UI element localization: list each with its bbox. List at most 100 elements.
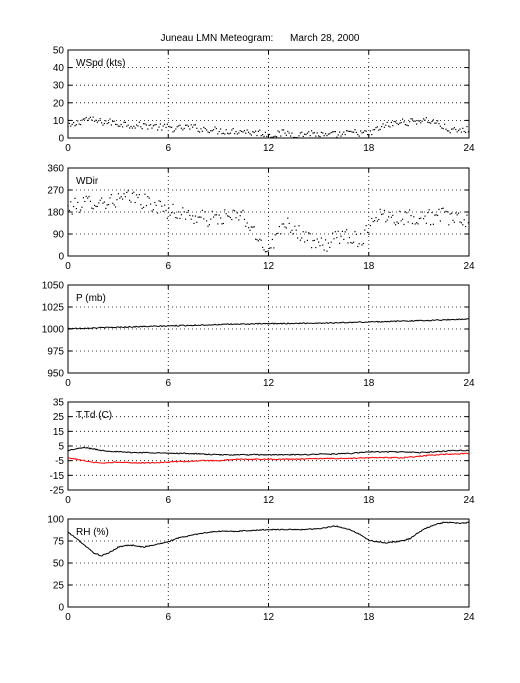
panel-1: 0 6 12 18 24 0 90 180 270 360 WDir (47, 164, 475, 273)
data-point (217, 133, 219, 135)
data-point (204, 211, 206, 213)
data-point (402, 118, 404, 120)
series-line (67, 446, 470, 456)
data-point (407, 124, 409, 127)
data-point (155, 123, 157, 126)
x-tick-label: 18 (363, 261, 375, 272)
data-point (183, 127, 185, 130)
data-point (445, 128, 447, 130)
data-point (316, 238, 318, 240)
data-point (297, 237, 299, 239)
data-point (284, 132, 286, 134)
data-point (358, 135, 360, 137)
data-point (173, 212, 175, 214)
x-tick-label: 24 (463, 612, 475, 623)
data-point (361, 244, 363, 246)
data-point (327, 133, 329, 135)
data-point (98, 202, 100, 204)
data-point (263, 135, 265, 137)
data-point (73, 122, 75, 124)
data-point (178, 125, 180, 127)
x-tick-label: 0 (65, 612, 71, 623)
data-point (445, 210, 447, 212)
data-point (337, 134, 339, 136)
data-point (134, 127, 136, 129)
data-point (108, 203, 110, 206)
data-point (406, 212, 408, 214)
data-point (435, 214, 437, 216)
data-point (346, 229, 348, 231)
data-point (423, 118, 425, 120)
data-point (330, 131, 332, 134)
data-point (390, 216, 392, 218)
data-point (130, 201, 132, 203)
data-point (257, 130, 259, 132)
data-point (434, 122, 436, 124)
data-point (166, 217, 168, 219)
data-point (381, 125, 383, 128)
data-point (224, 209, 226, 211)
data-point (130, 125, 132, 128)
data-point (376, 126, 378, 128)
data-point (134, 201, 136, 204)
data-point (204, 127, 206, 130)
panel-label: RH (%) (76, 527, 109, 538)
y-tick-label: 1000 (42, 325, 65, 336)
data-point (196, 127, 198, 129)
data-point (292, 136, 294, 139)
data-point (448, 130, 450, 132)
data-point (414, 120, 416, 122)
data-point (424, 215, 426, 217)
data-point (119, 197, 121, 199)
data-point (74, 197, 76, 199)
x-tick-label: 24 (463, 495, 475, 506)
y-tick-label: 1025 (42, 303, 65, 314)
data-point (264, 131, 266, 133)
data-point (123, 193, 125, 195)
data-point (164, 123, 166, 125)
data-point (109, 197, 111, 199)
data-point (311, 247, 313, 249)
data-point (127, 124, 129, 126)
data-point (462, 127, 464, 129)
data-point (169, 214, 171, 216)
y-tick-label: 25 (53, 581, 65, 592)
data-point (393, 120, 395, 123)
data-point (292, 233, 294, 235)
data-point (99, 118, 101, 120)
data-point (116, 199, 118, 201)
data-point (466, 125, 468, 128)
data-point (354, 231, 356, 233)
data-point (392, 214, 394, 216)
data-point (388, 125, 390, 127)
data-point (329, 246, 331, 249)
data-point (274, 234, 276, 236)
data-point (353, 131, 355, 133)
data-point (220, 128, 222, 130)
data-point (162, 125, 164, 127)
data-point (341, 133, 343, 135)
data-point (407, 221, 409, 223)
data-point (131, 192, 133, 194)
data-point (449, 213, 451, 215)
data-point (113, 204, 115, 206)
data-point (215, 127, 217, 130)
data-point (362, 131, 364, 133)
data-point (231, 129, 233, 131)
data-point (354, 129, 356, 131)
data-point (379, 128, 381, 131)
data-point (136, 194, 138, 196)
data-point (302, 135, 304, 138)
data-point (187, 125, 189, 127)
data-point (154, 201, 156, 204)
data-point (381, 213, 383, 216)
data-point (234, 133, 236, 135)
data-point (68, 209, 70, 212)
data-point (67, 205, 69, 207)
data-point (299, 132, 301, 134)
panel-label: WDir (76, 176, 99, 187)
panel-4: 0 6 12 18 24 0 25 50 75 100 RH (%) (47, 515, 475, 624)
data-point (103, 122, 105, 125)
data-point (252, 131, 254, 133)
data-point (432, 223, 434, 225)
